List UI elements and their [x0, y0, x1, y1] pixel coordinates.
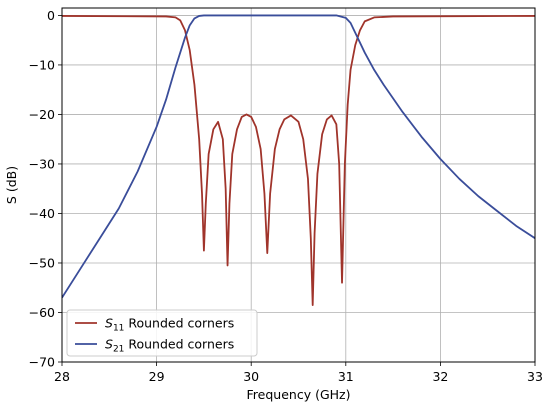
y-axis-label: S (dB)	[4, 166, 19, 204]
x-axis-label: Frequency (GHz)	[247, 387, 351, 402]
legend-label: S21 Rounded corners	[105, 337, 234, 355]
x-tick-label: 31	[338, 369, 354, 384]
y-tick-label: −50	[29, 255, 55, 270]
y-tick-label: −70	[29, 355, 55, 370]
legend: S11 Rounded corners S21 Rounded corners	[66, 309, 258, 357]
plot-frame	[61, 7, 536, 363]
series-line-s11	[62, 15, 535, 306]
axis-ticks: 28 29 30 31 32 33 0 −10 −20 −30 −40 −50 −60 −70	[29, 8, 543, 384]
x-tick-label: 28	[54, 369, 70, 384]
x-tick-label: 32	[432, 369, 448, 384]
legend-box	[66, 309, 258, 357]
plot-lines	[62, 14, 535, 306]
x-tick-label: 30	[243, 369, 259, 384]
y-tick-label: −30	[29, 156, 55, 171]
legend-label: S11 Rounded corners	[105, 316, 234, 334]
y-tick-label: −40	[29, 206, 55, 221]
y-tick-label: −20	[29, 107, 55, 122]
x-tick-label: 29	[149, 369, 165, 384]
y-tick-label: −60	[29, 305, 55, 320]
series-line-s21	[62, 14, 535, 299]
y-tick-label: 0	[47, 8, 55, 23]
x-tick-label: 33	[527, 369, 543, 384]
y-tick-label: −10	[29, 57, 55, 72]
grid	[61, 8, 536, 363]
